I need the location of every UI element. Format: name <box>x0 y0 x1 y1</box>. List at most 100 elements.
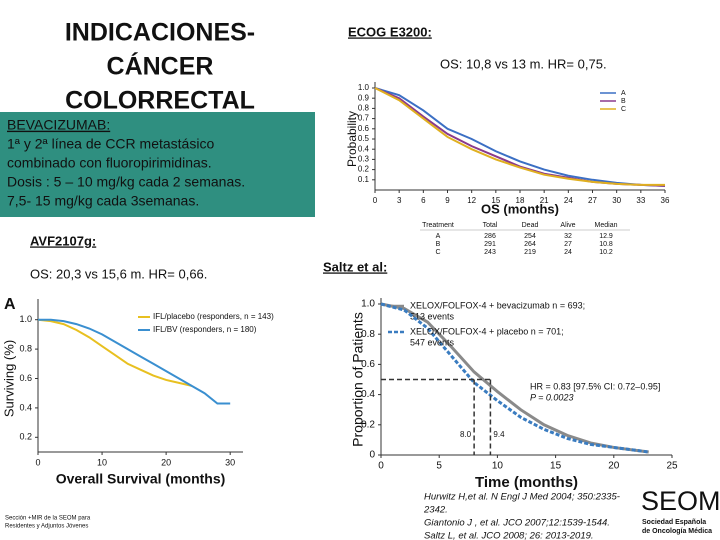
legend-label: A <box>621 90 626 97</box>
y-axis-label: Probability <box>345 111 359 167</box>
x-tick-label: 36 <box>661 196 670 205</box>
table-cell: 10.2 <box>599 249 613 256</box>
survival-curve <box>374 87 666 187</box>
x-tick-label: 0 <box>378 461 384 472</box>
survival-curve <box>380 302 649 454</box>
y-tick-label: 0.4 <box>19 402 32 412</box>
x-tick-label: 9 <box>445 196 450 205</box>
x-tick-label: 21 <box>540 196 549 205</box>
stat-label: HR = 0.83 [97.5% CI: 0.72–0.95] <box>530 381 660 391</box>
logo-name: SEOM <box>641 486 720 516</box>
survival-curve <box>37 318 192 387</box>
table-header: Treatment <box>422 222 454 229</box>
chart-heading: AVF2107g: <box>30 233 96 248</box>
y-tick-label: 1.0 <box>361 299 375 310</box>
y-tick-label: 0.6 <box>358 124 370 133</box>
y-tick-label: 0.3 <box>358 155 370 164</box>
y-tick-label: 1.0 <box>358 83 370 92</box>
box-heading: BEVACIZUMAB: <box>7 117 110 133</box>
legend-note: 513 events <box>410 311 455 321</box>
reference: Hurwitz H,et al. N Engl J Med 2004; 350:… <box>424 492 620 503</box>
legend-label: XELOX/FOLFOX-4 + placebo n = 701; <box>410 326 564 336</box>
x-tick-label: 33 <box>636 196 645 205</box>
x-tick-label: 5 <box>436 461 442 472</box>
chart-result: OS: 10,8 vs 13 m. HR= 0,75. <box>440 56 607 71</box>
x-tick-label: 20 <box>608 461 620 472</box>
x-axis-label: OS (months) <box>481 201 559 216</box>
table-cell: 291 <box>484 241 496 248</box>
legend-note: 547 events <box>410 337 455 347</box>
x-tick-label: 24 <box>564 196 573 205</box>
table-cell: 12.9 <box>599 233 613 240</box>
reference: 2342. <box>423 505 448 516</box>
x-tick-label: 20 <box>161 457 171 467</box>
table-cell: 286 <box>484 233 496 240</box>
y-tick-label: 0.8 <box>358 104 370 113</box>
x-tick-label: 10 <box>97 457 107 467</box>
legend-label: XELOX/FOLFOX-4 + bevacizumab n = 693; <box>410 300 585 310</box>
logo-line: Sociedad Española <box>642 519 706 526</box>
box-line: 1ª y 2ª línea de CCR metastásico <box>7 136 214 152</box>
footer-note: Sección +MIR de la SEOM para <box>5 516 91 522</box>
x-tick-label: 6 <box>421 196 426 205</box>
table-header: Median <box>595 222 618 229</box>
y-tick-label: 0.9 <box>358 93 370 102</box>
x-tick-label: 30 <box>612 196 621 205</box>
table-cell: C <box>435 249 440 256</box>
legend-label: IFL/BV (responders, n = 180) <box>153 325 257 334</box>
panel-letter: A <box>4 296 16 313</box>
legend-label: IFL/placebo (responders, n = 143) <box>153 312 274 321</box>
x-tick-label: 12 <box>467 196 476 205</box>
table-cell: 24 <box>564 249 572 256</box>
box-line: 7,5- 15 mg/kg cada 3semanas. <box>7 193 199 209</box>
survival-curve <box>38 318 231 405</box>
x-tick-label: 30 <box>225 457 235 467</box>
slide-title: COLORRECTAL <box>65 87 255 115</box>
table-header: Dead <box>522 222 539 229</box>
y-tick-label: 0.2 <box>361 419 375 430</box>
y-tick-label: 0.2 <box>19 432 32 442</box>
footer-note: Residentes y Adjuntos Jóvenes <box>5 524 88 530</box>
y-tick-label: 0.2 <box>358 165 370 174</box>
table-cell: 10.8 <box>599 241 613 248</box>
chart-heading: ECOG E3200: <box>348 24 432 39</box>
x-tick-label: 3 <box>397 196 402 205</box>
x-tick-label: 15 <box>491 196 500 205</box>
x-tick-label: 0 <box>35 457 40 467</box>
survival-curve <box>374 87 665 186</box>
x-tick-label: 0 <box>373 196 378 205</box>
table-cell: 219 <box>524 249 536 256</box>
y-tick-label: 0.8 <box>361 329 375 340</box>
chart-heading: Saltz et al: <box>323 259 387 274</box>
table-cell: 264 <box>524 241 536 248</box>
logo-line: de Oncología Médica <box>642 528 712 535</box>
table-cell: B <box>436 241 441 248</box>
table-cell: 243 <box>484 249 496 256</box>
y-axis-label: Proportion of Patients <box>350 312 366 447</box>
x-tick-label: 15 <box>550 461 562 472</box>
x-tick-label: 25 <box>666 461 678 472</box>
x-axis-label: Time (months) <box>475 474 578 491</box>
table-cell: A <box>436 233 441 240</box>
x-tick-label: 10 <box>492 461 504 472</box>
info-box <box>0 112 315 217</box>
legend-label: C <box>621 106 626 113</box>
y-axis-label: Surviving (%) <box>1 340 16 417</box>
box-line: Dosis : 5 – 10 mg/kg cada 2 semanas. <box>7 174 245 190</box>
survival-curve <box>380 302 649 454</box>
table-header: Total <box>483 222 498 229</box>
y-tick-label: 0.7 <box>358 114 370 123</box>
y-tick-label: 0.6 <box>361 359 375 370</box>
slide-title: CÁNCER <box>107 52 214 81</box>
median-label: 8.0 <box>460 430 472 439</box>
table-cell: 32 <box>564 233 572 240</box>
x-tick-label: 18 <box>516 196 525 205</box>
reference: Saltz L, et al. JCO 2008; 26: 2013-2019. <box>424 531 594 540</box>
y-tick-label: 0.8 <box>19 343 32 353</box>
median-label: 9.4 <box>493 430 505 439</box>
table-cell: 254 <box>524 233 536 240</box>
x-axis-label: Overall Survival (months) <box>56 471 226 487</box>
table-header: Alive <box>560 222 575 229</box>
